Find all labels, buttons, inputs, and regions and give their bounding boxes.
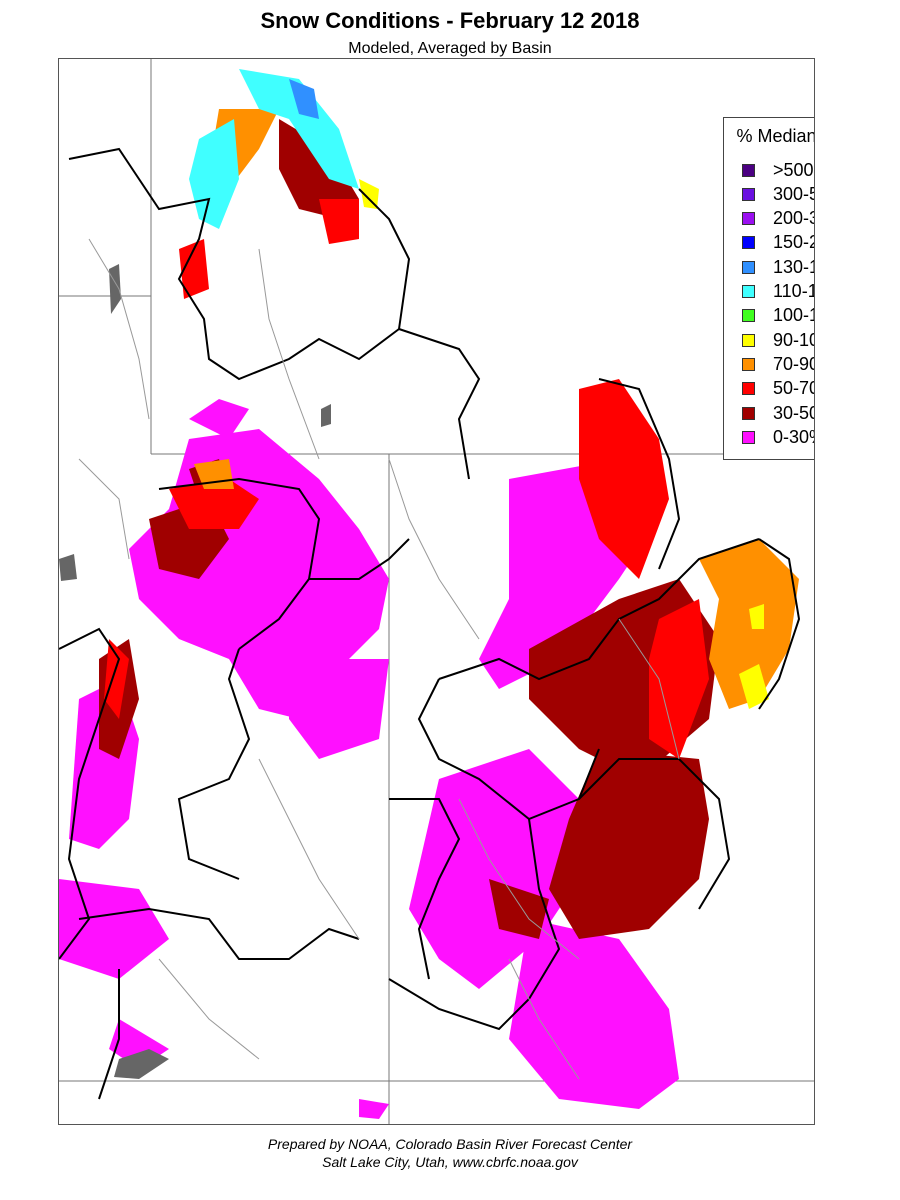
legend-item: 90-100%: [742, 329, 814, 350]
legend-item: 0-30%: [742, 426, 814, 447]
legend-label: 70-90%: [773, 353, 814, 374]
legend-swatch: [742, 163, 755, 177]
region-90-100: [359, 179, 769, 709]
legend-swatch: [742, 236, 755, 250]
legend-item: 50-70%: [742, 378, 814, 399]
legend-label: 100-110%: [773, 305, 814, 326]
legend-swatch: [742, 333, 755, 347]
legend-item: 300-500%: [742, 183, 814, 204]
legend-item: 70-90%: [742, 353, 814, 374]
region-130-150: [289, 79, 319, 119]
credit-line-2: Salt Lake City, Utah, www.cbrfc.noaa.gov: [322, 1154, 578, 1170]
region-50-70: [104, 199, 709, 759]
map-title: Snow Conditions - February 12 2018: [260, 8, 640, 33]
map-subtitle: Modeled, Averaged by Basin: [348, 40, 552, 57]
legend-swatch: [742, 357, 755, 371]
legend-label: 0-30%: [773, 426, 814, 447]
legend-swatch: [742, 285, 755, 298]
legend-swatch: [742, 406, 755, 420]
legend-label: 200-300%: [773, 208, 814, 229]
legend: % Median SWE >500% 300-500% 200-300% 150-20…: [723, 117, 815, 460]
legend-label: 300-500%: [773, 183, 814, 204]
legend-label: >500%: [773, 159, 814, 180]
legend-item: 130-150%: [742, 256, 814, 277]
legend-swatch: [742, 212, 755, 226]
snow-map: [59, 59, 814, 1124]
legend-item: 100-110%: [742, 305, 814, 326]
legend-swatch: [742, 309, 755, 323]
legend-label: 90-100%: [773, 329, 814, 350]
legend-swatch: [742, 187, 755, 201]
legend-swatch: [742, 382, 755, 396]
legend-label: 30-50%: [773, 402, 814, 423]
legend-label: 150-200%: [773, 232, 814, 253]
legend-title: % Median SWE: [736, 126, 815, 146]
credit-line-1: Prepared by NOAA, Colorado Basin River F…: [267, 1136, 633, 1152]
legend-label: 130-150%: [773, 256, 814, 277]
legend-item: 150-200%: [742, 232, 814, 253]
rivers: [78, 238, 680, 1080]
region-0-30: [59, 399, 679, 1119]
basin-boundaries: [59, 147, 801, 1100]
legend-swatch: [742, 430, 755, 444]
legend-swatch: [742, 260, 755, 274]
legend-item: >500%: [742, 159, 814, 180]
legend-item: 30-50%: [742, 402, 814, 423]
legend-item: 110-130%: [742, 281, 814, 302]
legend-label: 110-130%: [773, 281, 814, 301]
legend-label: 50-70%: [773, 378, 814, 399]
map-area[interactable]: % Median SWE >500% 300-500% 200-300% 150-20…: [58, 58, 815, 1125]
legend-item: 200-300%: [742, 208, 814, 229]
region-30-50: [99, 119, 719, 939]
